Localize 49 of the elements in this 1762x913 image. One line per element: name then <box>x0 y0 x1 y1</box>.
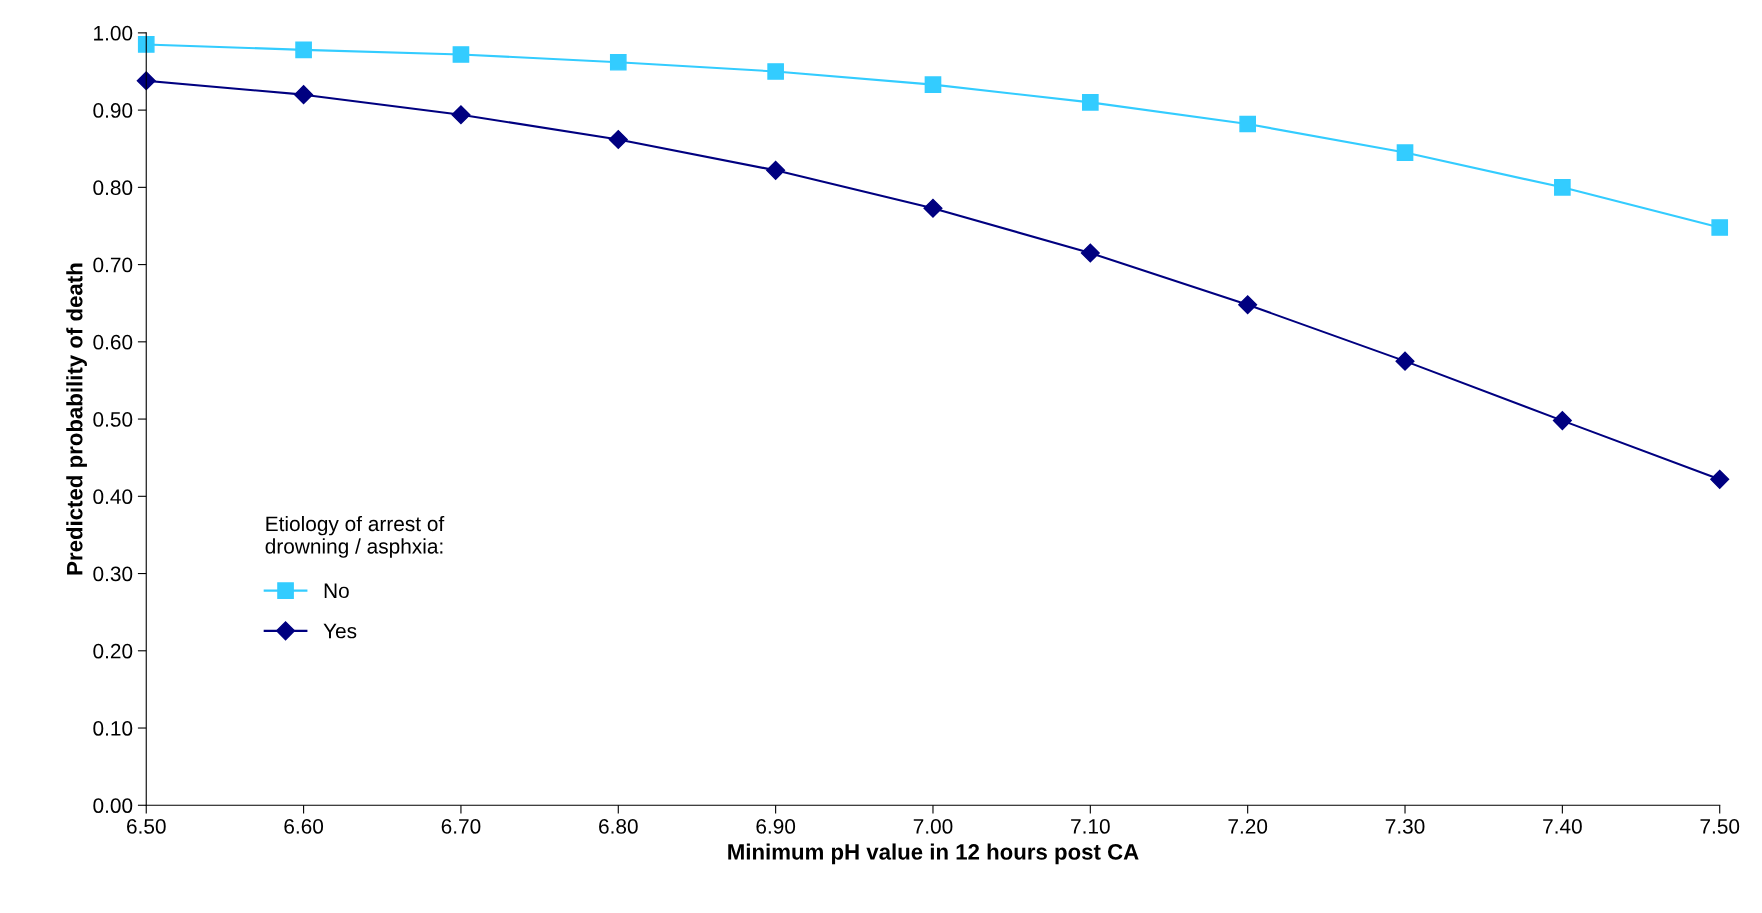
point <box>1396 144 1414 161</box>
x-tick-label: 7.30 <box>1385 819 1425 834</box>
point <box>924 76 942 93</box>
point <box>1554 179 1571 196</box>
y-tick-label: 0.20 <box>93 643 133 659</box>
y-tick-label: 0.10 <box>93 721 133 736</box>
point <box>608 129 628 149</box>
x-tick-label: 7.40 <box>1543 819 1582 834</box>
point <box>137 36 155 53</box>
legend-title: Etiology of arrest of drowning / asphxia: <box>265 515 445 558</box>
x-tick-label: 6.60 <box>284 819 324 834</box>
x-tick-label: 6.50 <box>127 819 166 834</box>
point <box>766 160 786 180</box>
y-axis-title: Predicted probability of death <box>66 263 87 575</box>
legend-label: Yes <box>323 623 357 639</box>
y-tick-label: 0.40 <box>93 489 133 505</box>
y-tick-label: 1.00 <box>94 25 133 41</box>
x-axis-title: Minimum pH value in 12 hours post CA <box>728 843 1139 865</box>
x-tick-label: 7.20 <box>1228 819 1268 834</box>
x-tick-label: 6.80 <box>599 819 638 834</box>
point <box>452 46 470 63</box>
point <box>1080 243 1100 263</box>
y-tick-label: 0.90 <box>93 103 133 118</box>
x-tick-label: 7.00 <box>913 819 953 834</box>
y-tick-label: 0.30 <box>93 566 133 582</box>
point <box>609 53 627 71</box>
point <box>1711 219 1729 236</box>
point <box>295 41 312 59</box>
legend-label: No <box>324 583 349 599</box>
point <box>1710 469 1730 489</box>
point <box>451 105 471 125</box>
point <box>767 63 784 80</box>
point <box>1238 295 1258 315</box>
y-tick-label: 0.80 <box>93 180 133 196</box>
y-tick-label: 0.50 <box>93 412 133 427</box>
point <box>136 71 156 91</box>
point <box>1239 115 1257 133</box>
point <box>1395 351 1415 371</box>
point <box>1081 94 1099 111</box>
y-tick-label: 0.60 <box>93 334 133 350</box>
x-tick-label: 7.50 <box>1700 819 1740 834</box>
point <box>1552 411 1572 431</box>
y-tick-label: 0.00 <box>93 798 133 814</box>
x-tick-label: 6.70 <box>441 819 481 834</box>
y-tick-label: 0.70 <box>93 257 133 273</box>
point <box>923 198 943 218</box>
point <box>294 85 314 105</box>
x-tick-label: 6.90 <box>756 819 796 834</box>
x-tick-label: 7.10 <box>1071 819 1110 834</box>
